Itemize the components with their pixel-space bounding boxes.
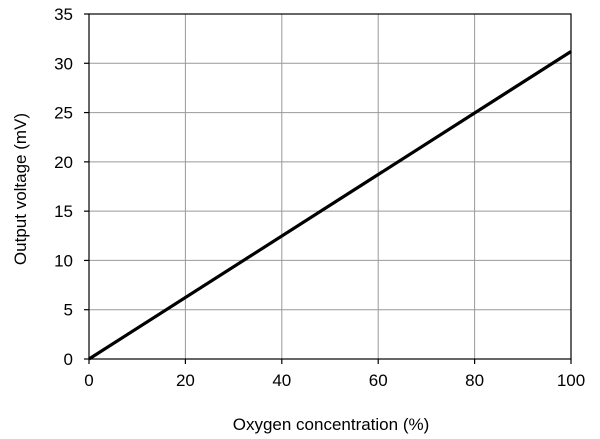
y-tick-label: 25 (54, 104, 73, 123)
x-tick-label: 40 (272, 371, 291, 390)
x-tick-label: 60 (369, 371, 388, 390)
y-axis-title: Output voltage (mV) (11, 113, 30, 265)
tick-layer (84, 13, 572, 364)
tick-labels: 0 20 40 60 80 100 0 5 10 15 20 25 30 35 (54, 5, 585, 390)
x-axis-title: Oxygen concentration (%) (233, 415, 430, 434)
x-tick-label: 0 (84, 371, 93, 390)
x-tick-label: 100 (557, 371, 585, 390)
grid (89, 14, 571, 359)
series-line (88, 50, 572, 361)
y-tick-label: 35 (54, 5, 73, 24)
x-tick-label: 80 (465, 371, 484, 390)
y-tick-label: 5 (64, 301, 73, 320)
y-tick-label: 10 (54, 251, 73, 270)
plot-frame (88, 13, 572, 360)
y-tick-label: 20 (54, 153, 73, 172)
x-tick-label: 20 (176, 371, 195, 390)
series-layer (88, 50, 572, 361)
y-tick-label: 0 (64, 350, 73, 369)
y-tick-label: 15 (54, 202, 73, 221)
y-tick-label: 30 (54, 54, 73, 73)
